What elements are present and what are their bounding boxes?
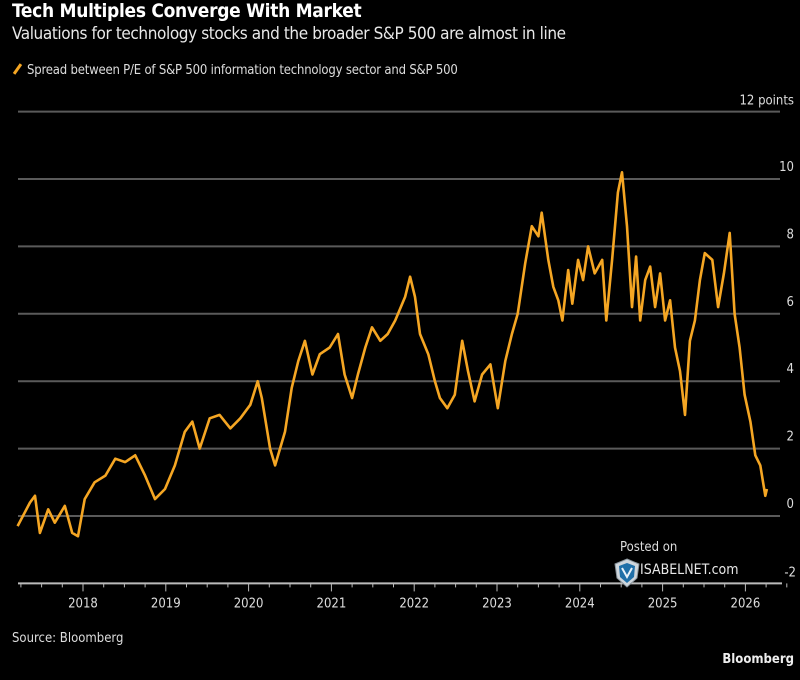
x-tick-label: 2022 [399, 596, 429, 611]
legend-label: Spread between P/E of S&P 500 informatio… [27, 63, 458, 78]
y-tick-label: 0 [787, 497, 794, 512]
isabelnet-shield-icon [614, 558, 640, 588]
x-tick-label: 2024 [565, 596, 595, 611]
y-tick-label: 8 [787, 227, 794, 242]
x-tick-label: 2018 [68, 596, 98, 611]
x-tick-label: 2020 [234, 596, 264, 611]
x-tick-label: 2026 [731, 596, 761, 611]
x-tick-label: 2023 [482, 596, 512, 611]
x-axis: 2018 2019 2020 2021 2022 2023 2024 2025 2026 [18, 582, 788, 611]
y-tick-label: 2 [787, 430, 794, 445]
watermark-posted-on: Posted on [620, 540, 678, 555]
y-tick-label: 6 [787, 295, 794, 310]
y-tick-label: -2 [784, 565, 796, 580]
bloomberg-brand: Bloomberg [722, 652, 794, 667]
y-axis-ticks: 12 points 10 8 6 4 2 0 -2 [739, 94, 796, 581]
series-line-spread [16, 171, 769, 538]
y-tick-label: 10 [779, 160, 794, 175]
y-tick-label: 4 [787, 362, 794, 377]
chart-subtitle: Valuations for technology stocks and the… [12, 24, 566, 44]
source-note: Source: Bloomberg [12, 631, 124, 646]
x-tick-label: 2019 [151, 596, 181, 611]
legend: Spread between P/E of S&P 500 informatio… [12, 63, 458, 78]
watermark-site: ISABELNET.com [640, 562, 739, 578]
x-tick-label: 2021 [317, 596, 347, 611]
chart-title: Tech Multiples Converge With Market [12, 0, 362, 22]
x-tick-label: 2025 [648, 596, 678, 611]
y-tick-label: 12 points [739, 94, 794, 109]
